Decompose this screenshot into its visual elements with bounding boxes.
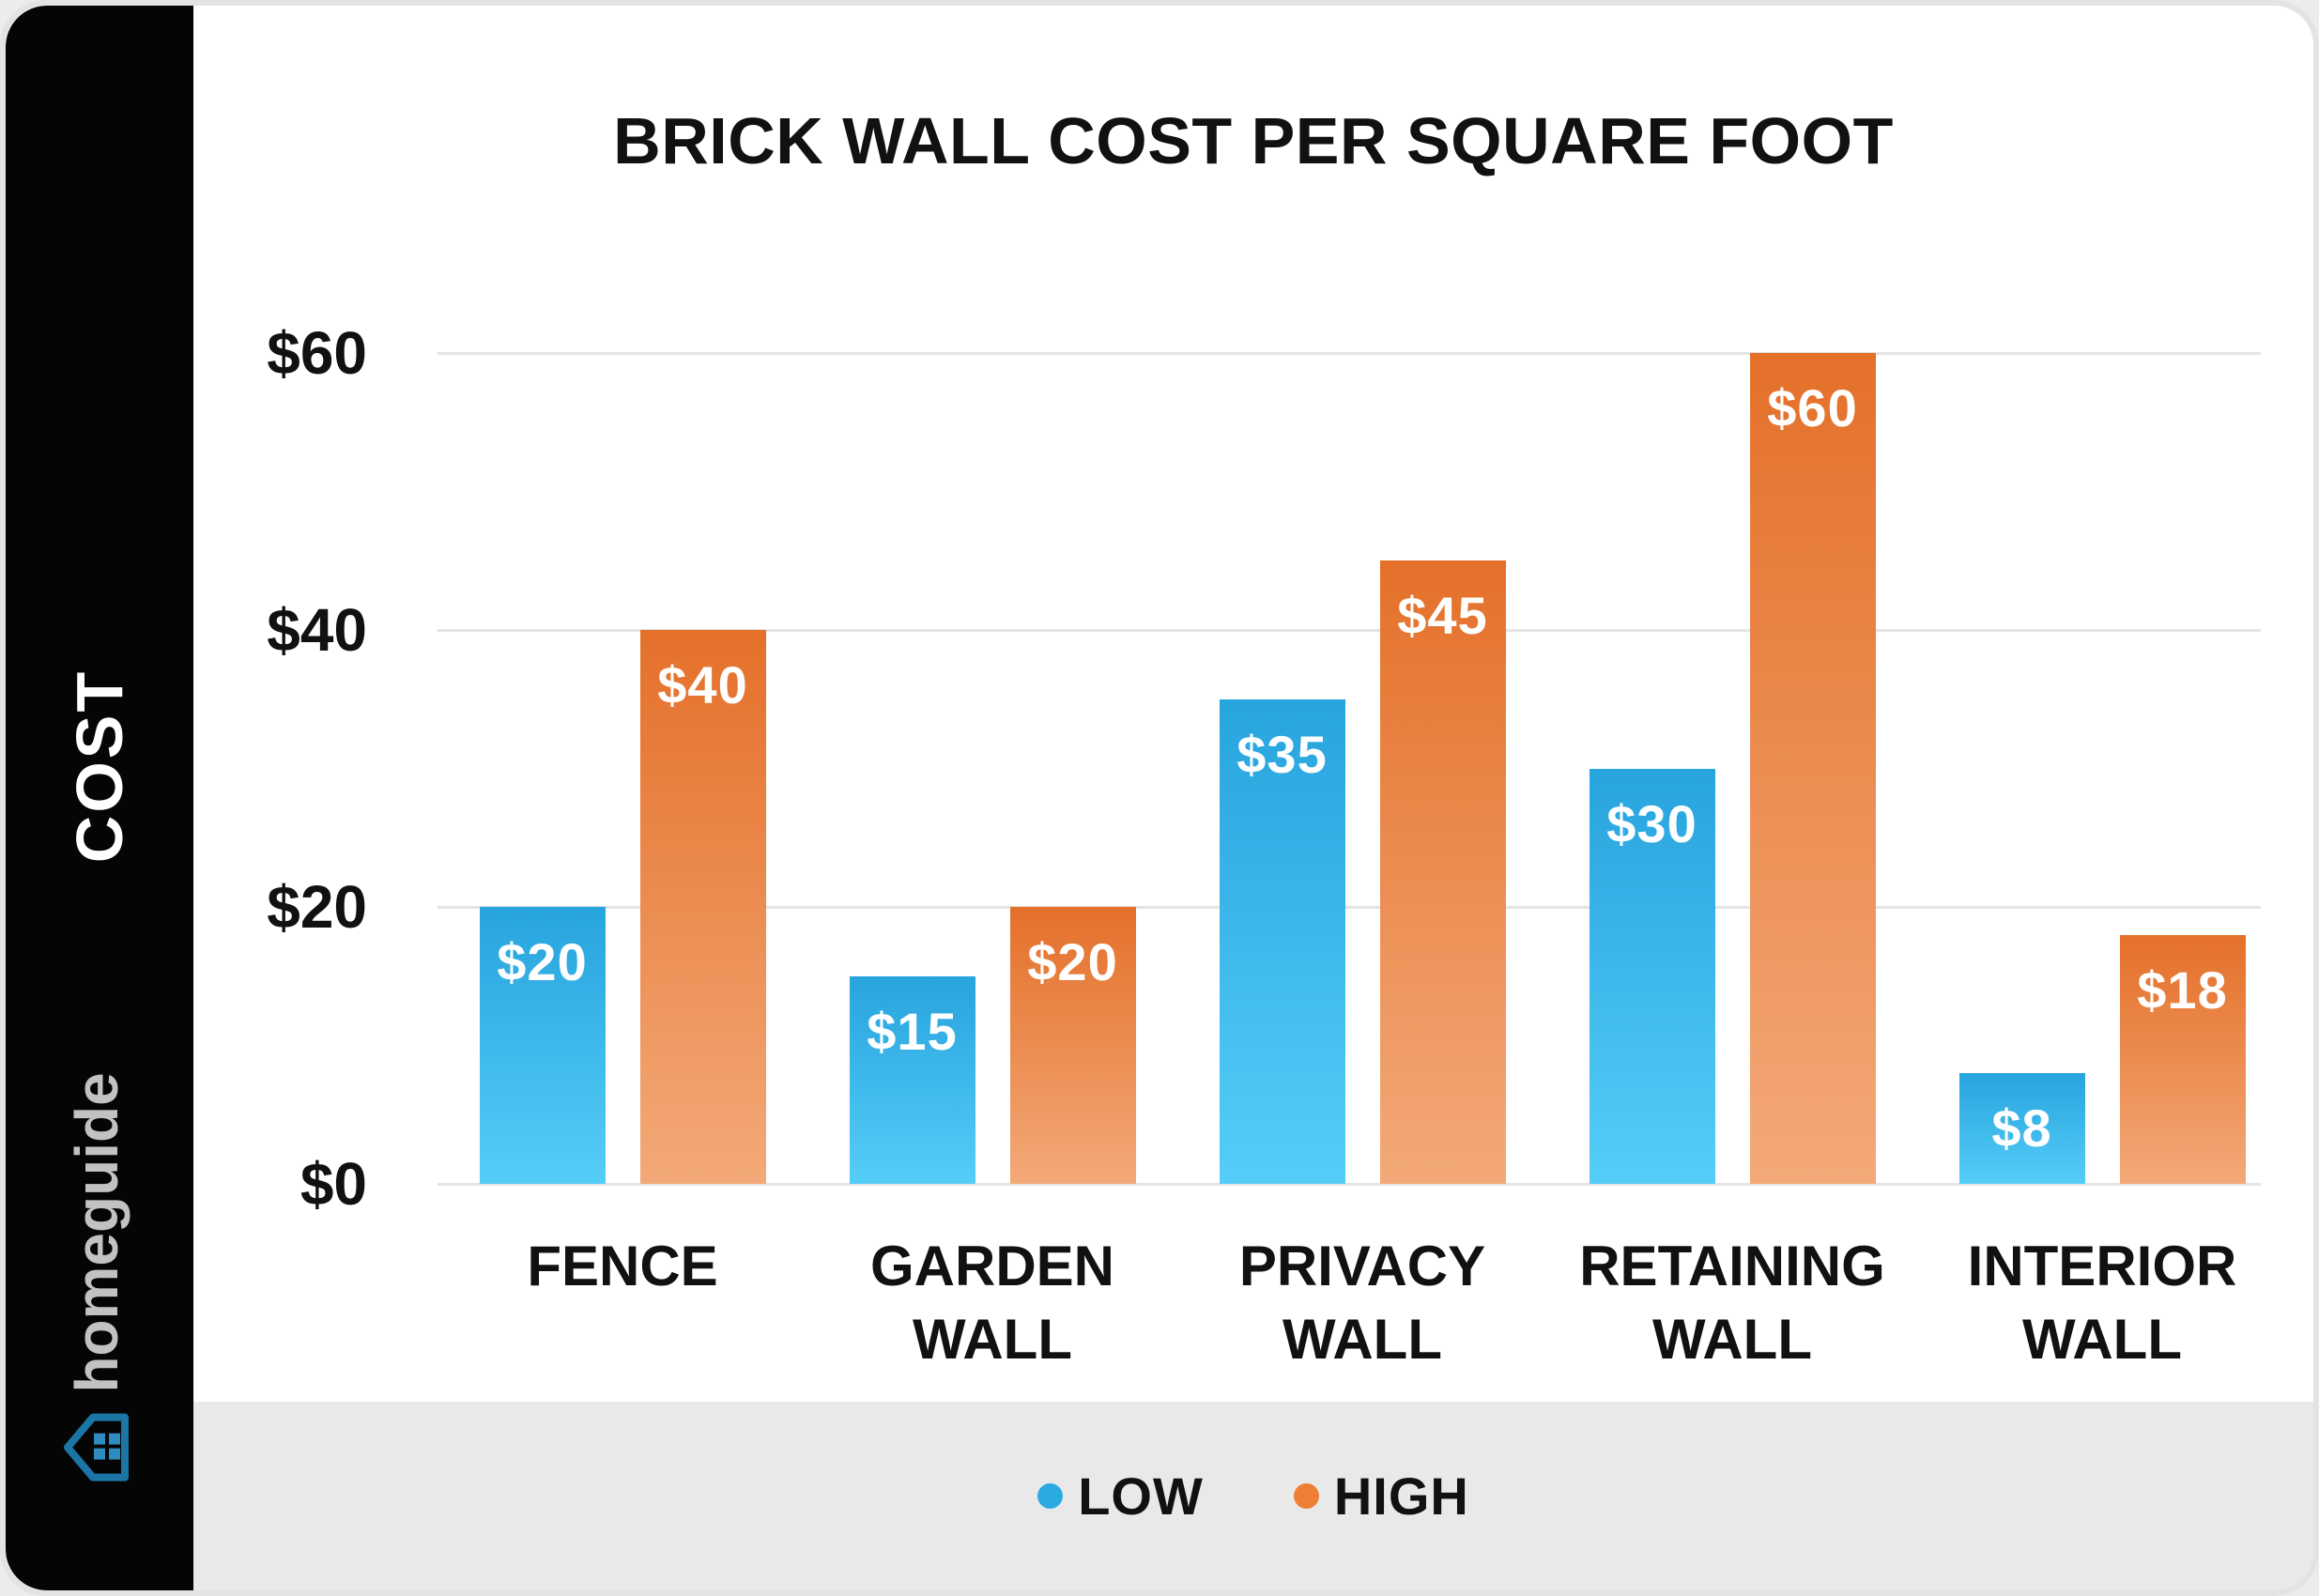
bar-value-label: $20 [1027,932,1118,991]
legend-label-low: LOW [1078,1466,1204,1526]
bar-low-garden-wall: $15 [849,975,975,1184]
y-axis-tick-label: $0 [299,1150,367,1218]
legend-dot-high-icon [1293,1483,1319,1509]
homeguide-logo: homeguide [62,1072,131,1482]
bar-value-label: $8 [1991,1098,2052,1158]
legend: LOW HIGH [193,1402,2313,1590]
y-axis-tick-label: $60 [267,319,367,387]
bar-value-label: $30 [1606,793,1697,853]
bar-high-retaining-wall: $60 [1749,353,1876,1184]
chart-title: BRICK WALL COST PER SQUARE FOOT [613,104,1894,177]
sidebar: COST homeguide [6,6,193,1590]
bar-low-fence: $20 [479,907,606,1184]
gridline-60 [438,351,2261,355]
house-icon [64,1413,129,1481]
legend-item-high: HIGH [1293,1466,1469,1527]
bar-high-fence: $40 [639,630,766,1184]
bar-low-retaining-wall: $30 [1589,768,1715,1184]
x-axis-category-label: RETAINING WALL [1579,1235,1885,1371]
brand-name: homeguide [63,1072,131,1393]
bar-low-privacy-wall: $35 [1219,698,1345,1184]
x-axis-category-label: FENCE [527,1235,718,1297]
bar-value-label: $40 [657,655,748,714]
bar-value-label: $35 [1236,724,1328,784]
bar-high-garden-wall: $20 [1009,907,1136,1184]
legend-dot-low-icon [1037,1483,1064,1509]
y-axis-title: COST [63,668,136,864]
x-axis-category-label: GARDEN WALL [869,1235,1114,1371]
plot-area: $0 $20 $40 $60 $20 $40 FENCE $15 $20 GARDEN WALL $… [6,6,2313,1590]
legend-strip: LOW HIGH [6,1402,2313,1590]
gridline-40 [438,628,2261,632]
bar-high-interior-wall: $18 [2119,934,2246,1184]
gridline-0 [438,1182,2261,1186]
bar-value-label: $18 [2137,959,2228,1020]
bar-value-label: $60 [1767,378,1858,437]
gridline-20 [438,905,2261,909]
x-axis-category-label: PRIVACY WALL [1238,1235,1486,1371]
bar-value-label: $20 [497,932,588,991]
legend-item-low: LOW [1037,1466,1204,1527]
y-axis-tick-label: $40 [267,596,367,664]
bar-value-label: $15 [867,1001,958,1061]
bar-high-privacy-wall: $45 [1379,560,1506,1184]
bar-value-label: $45 [1397,586,1488,646]
legend-label-high: HIGH [1333,1466,1469,1526]
y-axis-tick-label: $20 [267,873,367,941]
bar-low-interior-wall: $8 [1958,1073,2085,1184]
x-axis-category-label: INTERIOR WALL [1967,1235,2237,1371]
